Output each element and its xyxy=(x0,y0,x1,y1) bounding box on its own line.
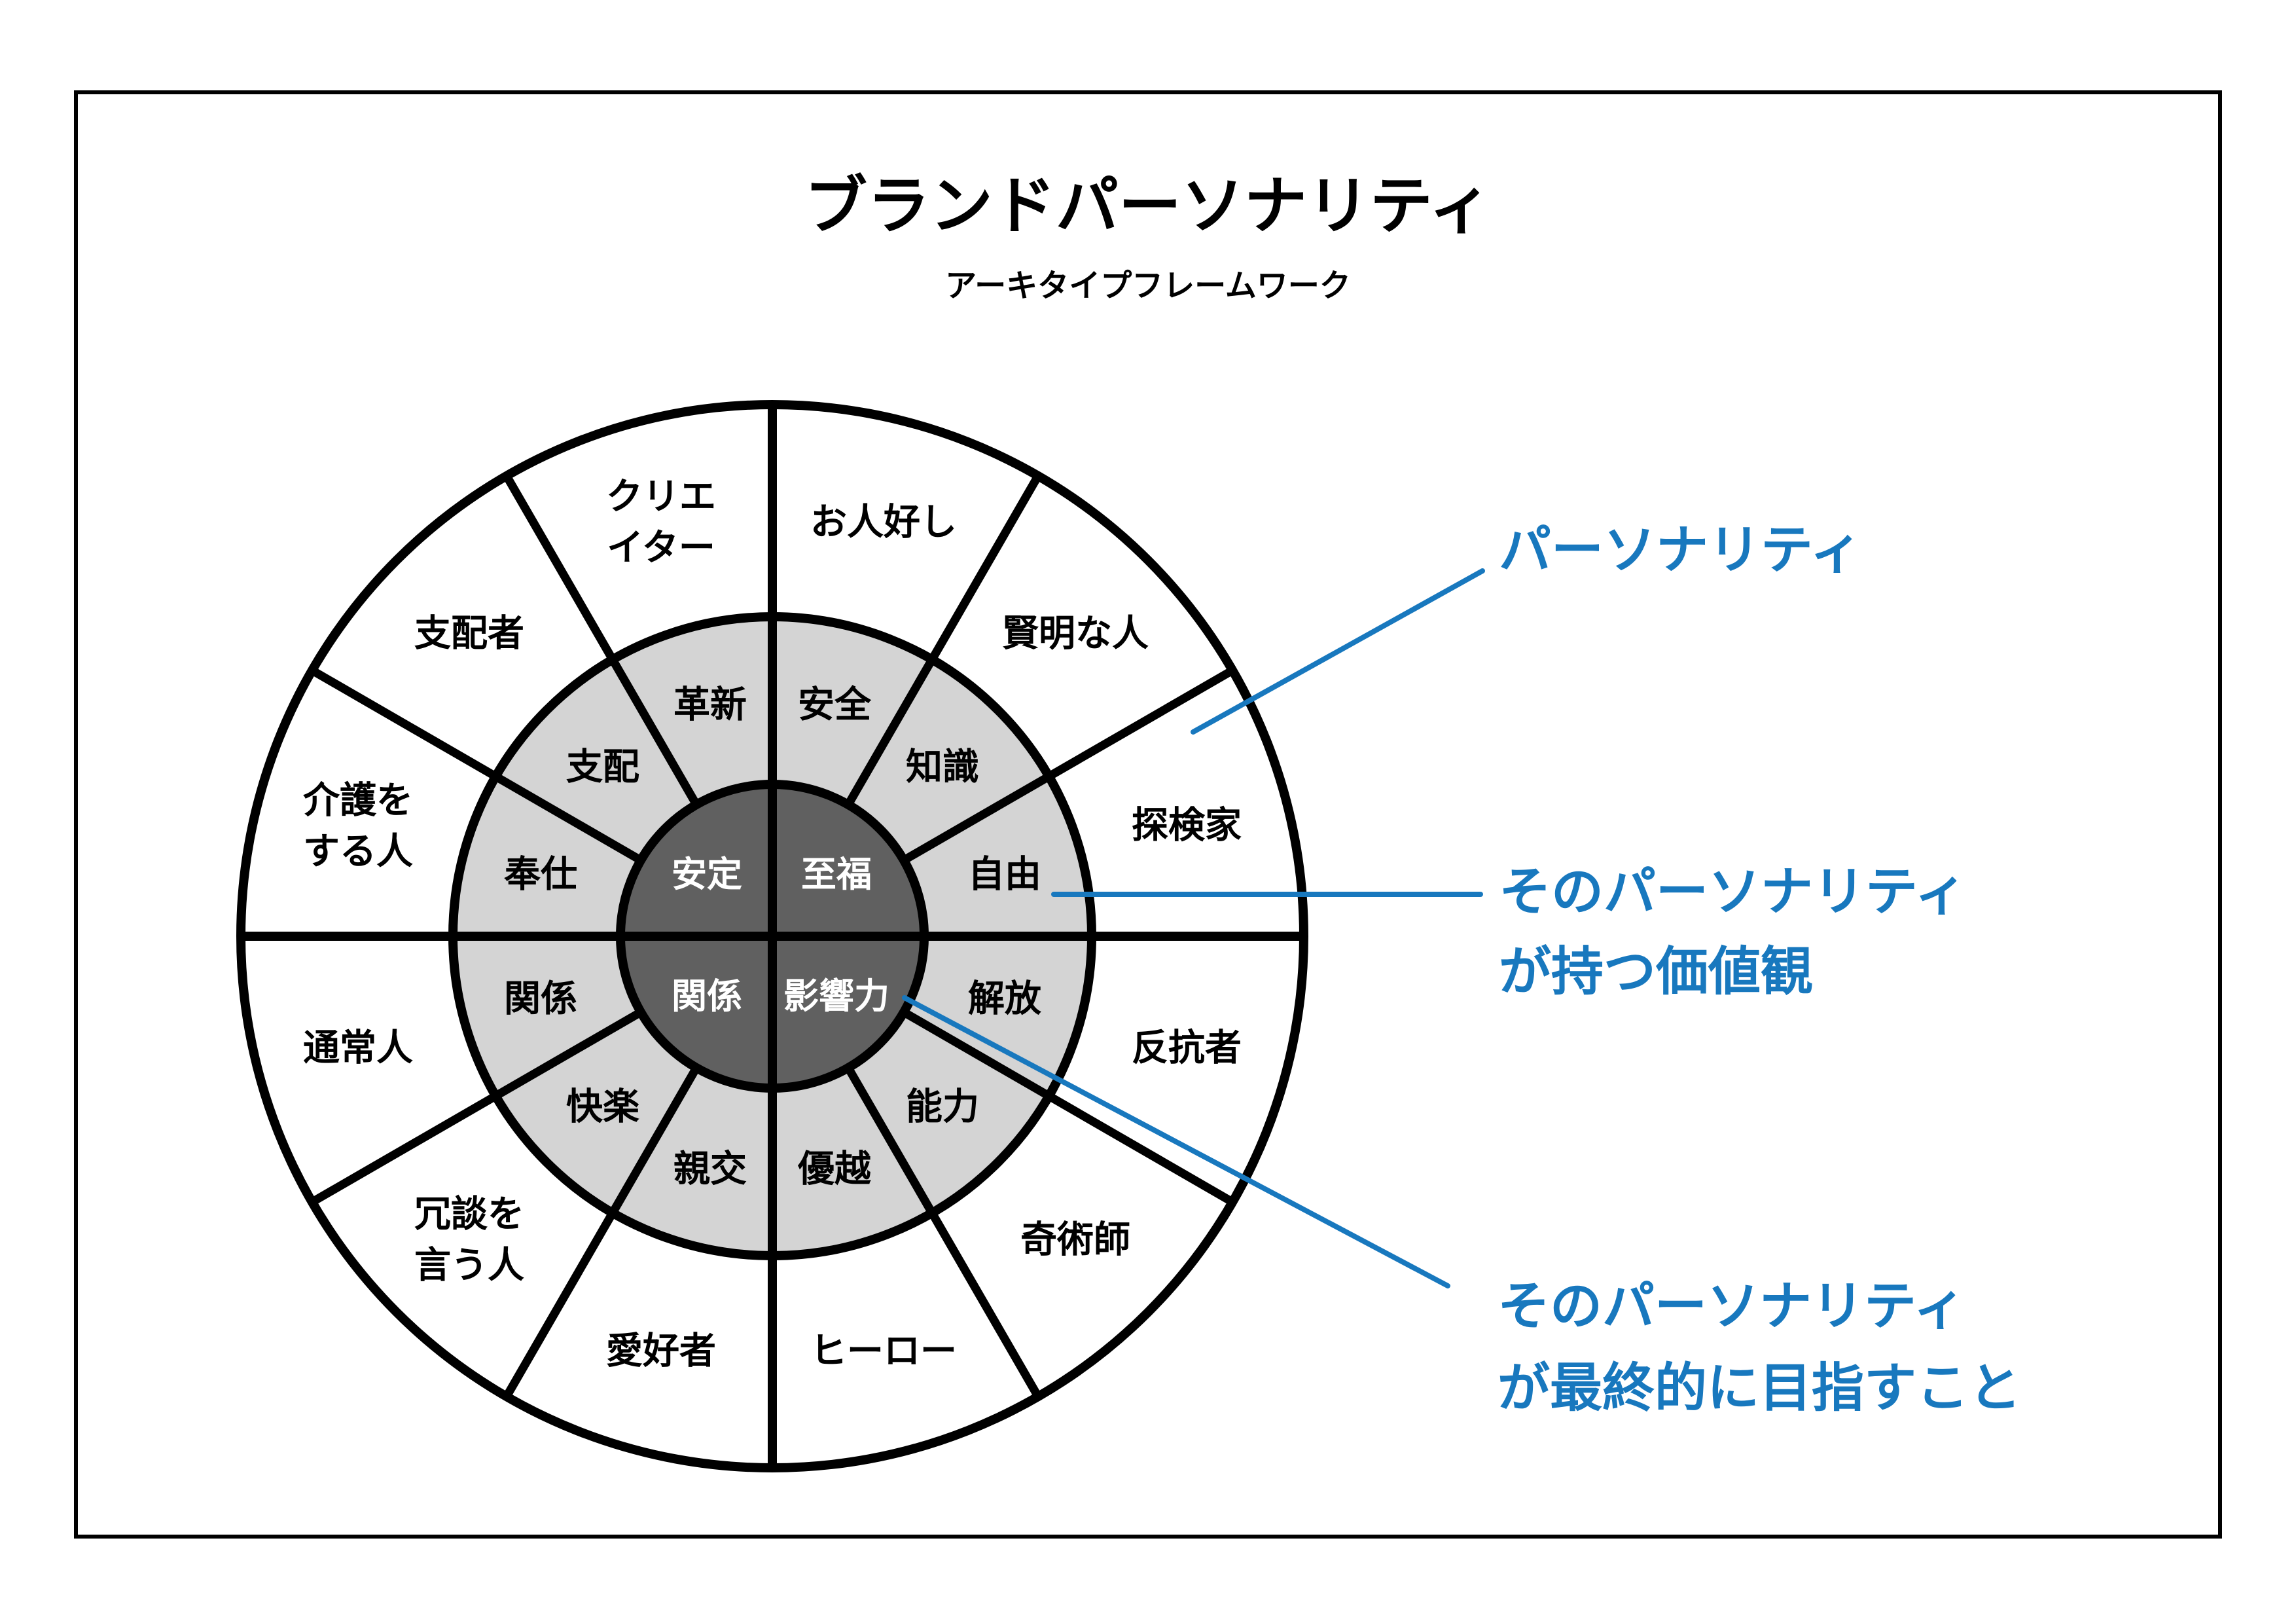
archetype-label: クリエ xyxy=(606,476,716,517)
callout-annotations: パーソナリティ そのパーソナリティ が持つ価値観 そのパーソナリティ が最終的に… xyxy=(1498,521,2021,1417)
callout-leader-lines xyxy=(902,568,1485,1288)
middle-ring-labels: 安全 知識 自由 解放 能力 優越 親交 快楽 関係 奉仕 支配 革新 xyxy=(504,684,1041,1190)
leader-line-personality xyxy=(1191,568,1485,735)
leader-line-ultimate-goal xyxy=(902,995,1450,1288)
annotation-values-line2: が持つ価値観 xyxy=(1499,943,1813,1001)
wheel-spokes xyxy=(310,473,1235,1399)
value-label: 知識 xyxy=(906,746,979,788)
page-title: ブランドパーソナリティ xyxy=(804,172,1492,242)
archetype-label: 賢明な人 xyxy=(1002,613,1149,654)
value-label: 親交 xyxy=(673,1148,747,1190)
value-label: 能力 xyxy=(906,1086,979,1127)
value-label: 革新 xyxy=(673,684,747,725)
page-subtitle: アーキタイプフレームワーク xyxy=(945,269,1351,304)
archetype-label: 探検家 xyxy=(1132,805,1242,846)
goal-label: 安定 xyxy=(672,855,742,894)
archetype-label: 支配者 xyxy=(414,613,524,654)
archetype-label: 介護を xyxy=(303,780,413,821)
page-border xyxy=(74,90,2222,1539)
goal-label: 関係 xyxy=(672,977,742,1016)
archetype-label: 通常人 xyxy=(303,1027,413,1068)
annotation-values-line1: そのパーソナリティ xyxy=(1499,863,1967,921)
value-label: 自由 xyxy=(968,854,1041,895)
value-label: 関係 xyxy=(504,978,577,1019)
annotation-ultimate-goal-line1: そのパーソナリティ xyxy=(1498,1277,1965,1336)
outer-ring-labels: お人好し 賢明な人 探検家 反抗者 奇術師 ヒーロー 愛好者 冗談を 言う人 通… xyxy=(303,476,1242,1372)
annotation-personality: パーソナリティ xyxy=(1499,521,1862,579)
value-label: 解放 xyxy=(968,978,1041,1019)
goal-label: 影響力 xyxy=(783,977,889,1016)
value-label: 安全 xyxy=(798,684,872,725)
value-label: 快楽 xyxy=(566,1086,639,1127)
inner-core-labels: 安定 至福 関係 影響力 xyxy=(672,855,889,1016)
archetype-label: 愛好者 xyxy=(606,1330,716,1372)
value-label: 優越 xyxy=(797,1148,872,1190)
archetype-label: お人好し xyxy=(810,501,957,543)
archetype-label: ヒーロー xyxy=(810,1330,957,1372)
annotation-ultimate-goal-line2: が最終的に目指すこと xyxy=(1498,1359,2021,1417)
archetype-label: 奇術師 xyxy=(1020,1219,1130,1260)
archetype-label: イター xyxy=(607,527,715,568)
archetype-wheel: お人好し 賢明な人 探検家 反抗者 奇術師 ヒーロー 愛好者 冗談を 言う人 通… xyxy=(236,400,1308,1472)
value-label: 奉仕 xyxy=(504,854,577,895)
value-label: 支配 xyxy=(566,746,639,788)
archetype-label: 反抗者 xyxy=(1132,1027,1242,1068)
goal-label: 至福 xyxy=(801,855,872,894)
archetype-label: 言う人 xyxy=(414,1245,524,1286)
archetype-label: する人 xyxy=(303,831,413,872)
archetype-label: 冗談を xyxy=(414,1194,524,1235)
